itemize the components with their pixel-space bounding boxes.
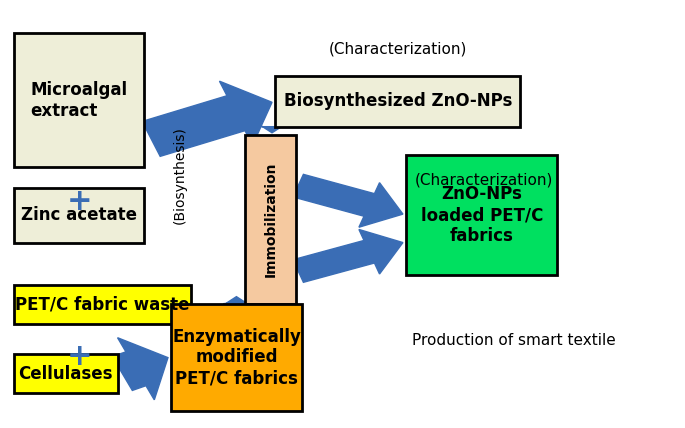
Text: Biosynthesized ZnO-NPs: Biosynthesized ZnO-NPs [284,92,512,110]
Polygon shape [247,116,297,133]
Text: PET/C fabric waste: PET/C fabric waste [15,296,190,314]
Text: Production of smart textile: Production of smart textile [412,333,616,348]
FancyBboxPatch shape [14,354,118,393]
FancyBboxPatch shape [406,155,558,275]
Text: ZnO-NPs
loaded PET/C
fabrics: ZnO-NPs loaded PET/C fabrics [421,185,543,245]
Text: Cellulases: Cellulases [18,365,113,383]
Text: (Characterization): (Characterization) [414,172,553,187]
Text: (Characterization): (Characterization) [329,42,467,57]
Text: Microalgal
extract: Microalgal extract [30,81,127,120]
Text: Zinc acetate: Zinc acetate [21,206,137,224]
Text: (Biosynthesis): (Biosynthesis) [173,127,187,224]
Polygon shape [293,229,403,282]
Text: Immobilization: Immobilization [263,161,277,277]
FancyBboxPatch shape [14,33,145,167]
Text: +: + [66,187,92,217]
Text: Enzymatically
modified
PET/C fabrics: Enzymatically modified PET/C fabrics [173,327,301,387]
FancyBboxPatch shape [14,187,145,243]
Text: +: + [66,342,92,371]
Polygon shape [211,297,262,313]
FancyBboxPatch shape [14,285,191,324]
FancyBboxPatch shape [171,303,302,411]
Polygon shape [112,338,168,400]
Polygon shape [142,81,272,156]
FancyBboxPatch shape [245,135,295,303]
Polygon shape [293,174,403,227]
FancyBboxPatch shape [275,76,521,127]
